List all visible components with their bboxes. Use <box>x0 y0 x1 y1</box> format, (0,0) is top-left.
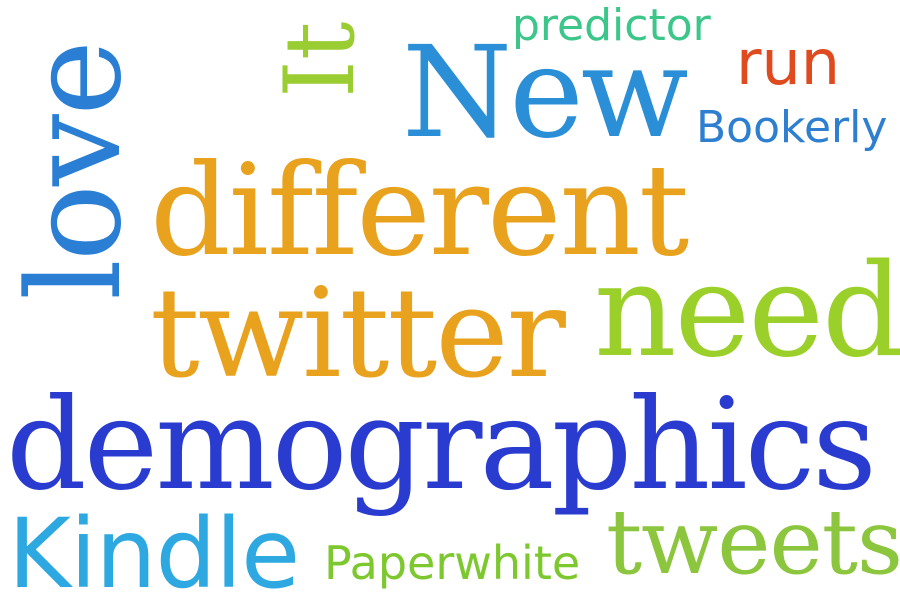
word-need: need <box>594 237 900 386</box>
word-different: different <box>150 137 689 284</box>
word-paperwhite: Paperwhite <box>324 536 581 590</box>
word-twitter: twitter <box>150 262 566 406</box>
word-new: New <box>402 19 689 166</box>
word-predictor: predictor <box>512 0 711 51</box>
word-run: run <box>736 26 841 99</box>
word-it: It <box>264 21 376 99</box>
word-kindle: Kindle <box>8 498 300 600</box>
word-bookerly: Bookerly <box>696 102 888 153</box>
word-tweets: tweets <box>606 490 900 595</box>
word-love: love <box>1 41 150 300</box>
word-demographics: demographics <box>6 371 877 518</box>
